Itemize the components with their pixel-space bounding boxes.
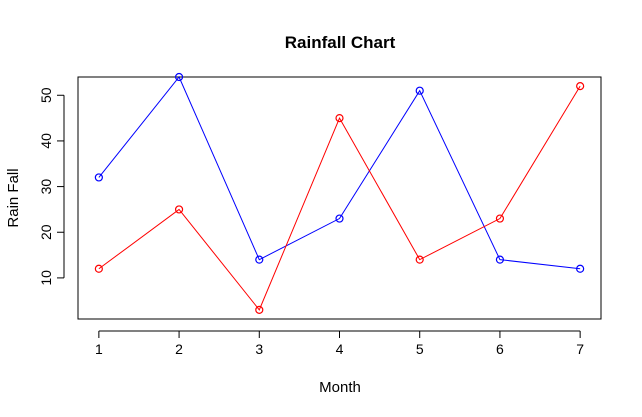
x-tick-label: 6	[496, 341, 504, 357]
y-axis: 10 20 30 40 50	[38, 87, 65, 286]
y-tick-label: 50	[38, 87, 54, 103]
y-tick-label: 40	[38, 133, 54, 149]
series-1-point	[255, 255, 264, 264]
x-tick-label: 3	[255, 341, 263, 357]
series-2-point	[415, 255, 424, 264]
series-2-point	[94, 264, 103, 273]
x-axis-label: Month	[319, 379, 361, 396]
series-2-point	[495, 214, 505, 223]
x-tick-label: 1	[95, 341, 103, 357]
x-tick-label: 7	[576, 341, 584, 357]
series-1-point	[576, 264, 585, 273]
x-axis: 1 2 3 4 5 6 7	[95, 330, 584, 357]
x-tick-label: 4	[336, 341, 344, 357]
series-2-point	[174, 205, 184, 214]
series-1-point	[174, 72, 184, 82]
series-2-line	[98, 85, 581, 311]
y-axis-label: Rain Fall	[5, 168, 22, 227]
series-1-point	[415, 86, 424, 95]
plot-frame	[77, 76, 602, 320]
series-1-point	[335, 214, 344, 223]
series-layer	[94, 72, 585, 314]
series-1-point	[495, 255, 505, 264]
series-1-line	[98, 76, 581, 270]
y-tick-label: 20	[38, 224, 54, 240]
series-1-point	[94, 173, 103, 182]
chart-title: Rainfall Chart	[285, 33, 396, 52]
x-tick-label: 5	[416, 341, 424, 357]
y-tick-label: 10	[38, 270, 54, 286]
series-2-point	[576, 82, 585, 91]
y-tick-label: 30	[38, 179, 54, 195]
series-2-point	[335, 113, 344, 123]
series-2-point	[255, 305, 264, 314]
x-tick-label: 2	[175, 341, 183, 357]
